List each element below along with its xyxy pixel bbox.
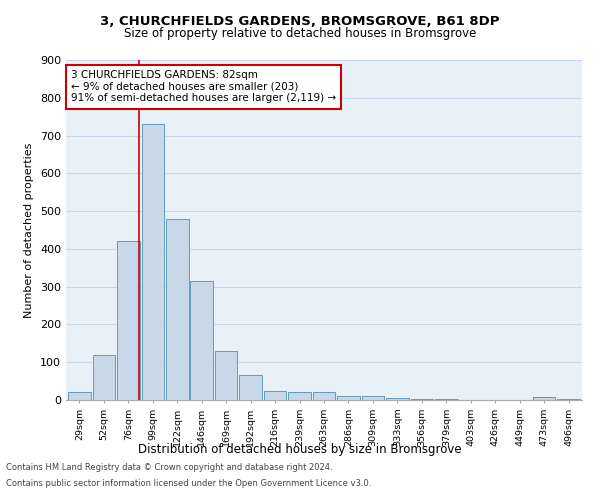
Bar (362, 396, 384, 400)
Bar (239, 376, 262, 400)
Bar (190, 281, 213, 400)
Bar (166, 218, 188, 400)
Text: Contains HM Land Registry data © Crown copyright and database right 2024.: Contains HM Land Registry data © Crown c… (6, 464, 332, 472)
Text: Distribution of detached houses by size in Bromsgrove: Distribution of detached houses by size … (138, 442, 462, 456)
Text: Contains public sector information licensed under the Open Government Licence v3: Contains public sector information licen… (6, 478, 371, 488)
Bar (435, 399, 458, 400)
Bar (337, 396, 360, 400)
Bar (313, 392, 335, 400)
Bar (68, 392, 91, 400)
Y-axis label: Number of detached properties: Number of detached properties (25, 142, 34, 318)
Bar (92, 354, 115, 400)
Bar (533, 397, 556, 400)
Bar (142, 124, 164, 400)
Text: 3, CHURCHFIELDS GARDENS, BROMSGROVE, B61 8DP: 3, CHURCHFIELDS GARDENS, BROMSGROVE, B61… (100, 15, 500, 28)
Bar (386, 398, 409, 400)
Text: Size of property relative to detached houses in Bromsgrove: Size of property relative to detached ho… (124, 28, 476, 40)
Bar (117, 242, 140, 400)
Bar (288, 392, 311, 400)
Bar (264, 390, 286, 400)
Text: 3 CHURCHFIELDS GARDENS: 82sqm
← 9% of detached houses are smaller (203)
91% of s: 3 CHURCHFIELDS GARDENS: 82sqm ← 9% of de… (71, 70, 336, 103)
Bar (410, 399, 433, 400)
Bar (557, 399, 580, 400)
Bar (215, 351, 238, 400)
